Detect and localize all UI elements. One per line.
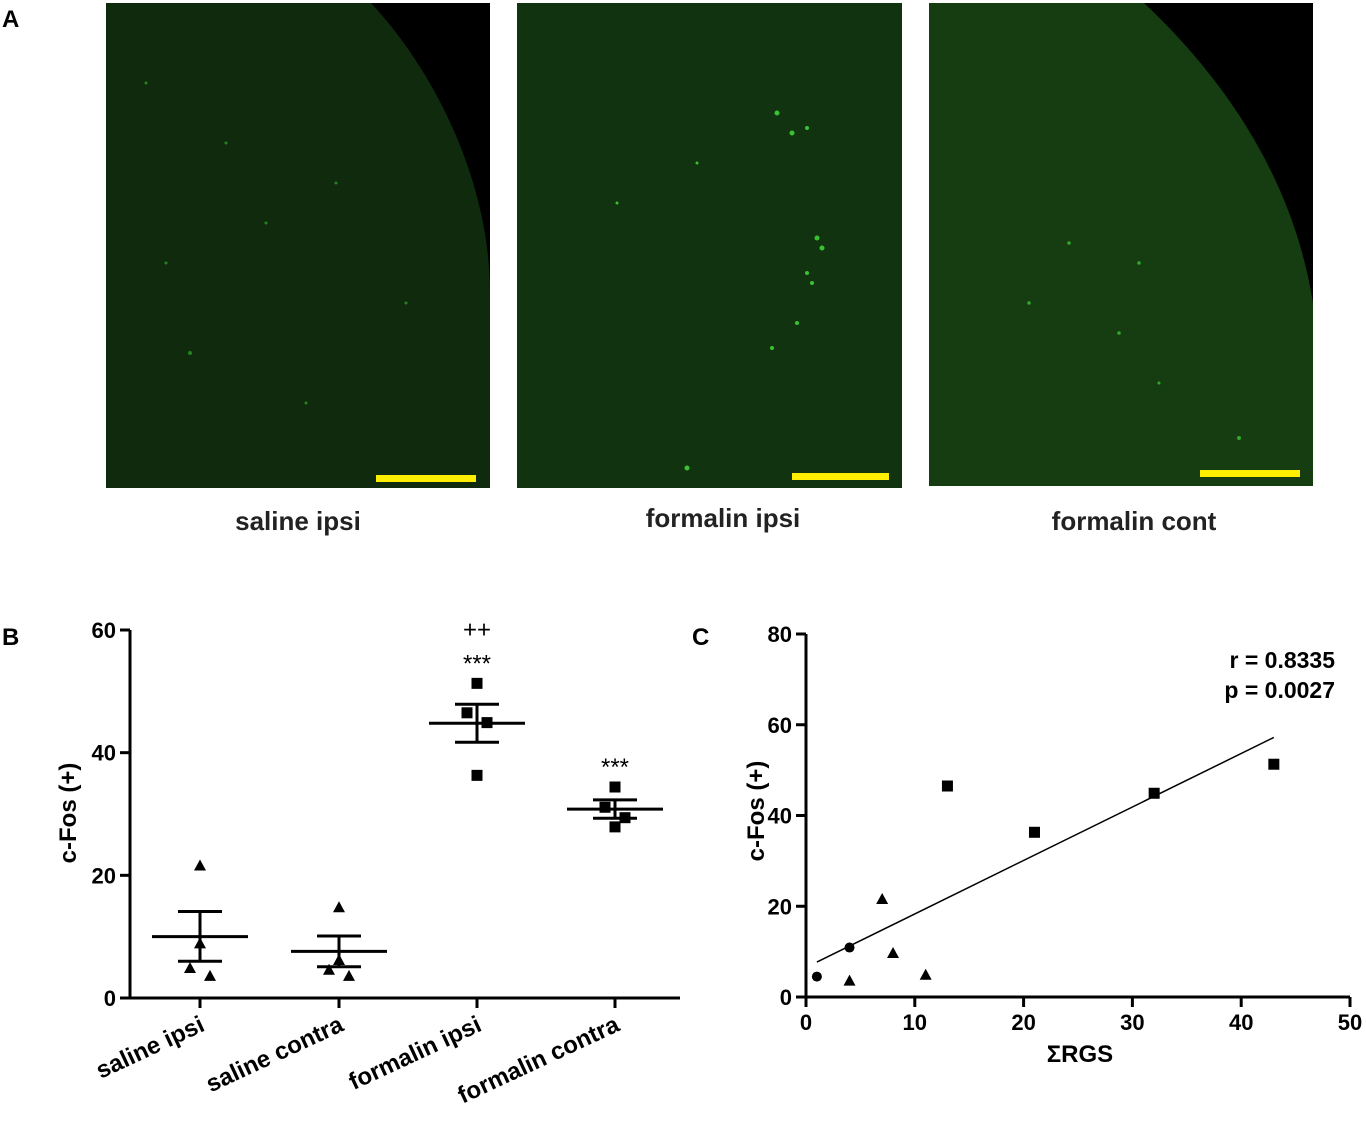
scale-bar xyxy=(376,475,476,482)
data-point xyxy=(1028,826,1040,838)
data-point xyxy=(887,946,900,958)
data-point xyxy=(461,707,473,719)
data-point xyxy=(194,937,206,949)
data-point xyxy=(471,769,483,781)
data-point xyxy=(941,780,953,792)
tissue-section xyxy=(929,3,1313,486)
chart-c-ylabel: c-Fos (+) xyxy=(743,761,770,862)
cell-dots xyxy=(615,110,825,471)
data-point xyxy=(876,892,889,904)
chart-c-plot-area: 0 20 40 60 80 0 10 20 30 40 50 xyxy=(768,622,1363,1035)
significance-label: ++ xyxy=(463,616,491,643)
data-point xyxy=(333,901,345,913)
data-point xyxy=(333,953,345,965)
scale-bar xyxy=(1200,470,1300,477)
data-point xyxy=(194,859,206,871)
chart-c-stat-p: p = 0.0027 xyxy=(1224,677,1335,703)
data-point xyxy=(843,974,856,986)
data-point xyxy=(204,969,216,981)
y-tick-label: 20 xyxy=(768,894,792,919)
micrograph-formalin-ipsi xyxy=(517,3,902,488)
data-point xyxy=(599,801,611,813)
y-tick-label: 0 xyxy=(104,986,116,1011)
scale-bar xyxy=(792,473,889,480)
micrograph-label-saline-ipsi: saline ipsi xyxy=(235,506,361,536)
x-tick-label: 0 xyxy=(800,1010,812,1035)
data-point xyxy=(323,963,335,975)
y-tick-label: 60 xyxy=(92,618,116,643)
data-point xyxy=(471,677,483,689)
tissue-section xyxy=(517,3,902,488)
panel-a-letter: A xyxy=(2,6,20,33)
x-tick-label: saline ipsi xyxy=(92,1011,209,1085)
cell-dots xyxy=(144,81,408,405)
x-tick-label: 50 xyxy=(1338,1010,1362,1035)
x-tick-label: 20 xyxy=(1011,1010,1035,1035)
x-tick-label: 10 xyxy=(903,1010,927,1035)
y-tick-label: 80 xyxy=(768,622,792,647)
panel-c-letter: C xyxy=(692,624,710,651)
data-point xyxy=(619,812,631,824)
y-tick-label: 40 xyxy=(768,804,792,829)
micrograph-image xyxy=(517,3,902,488)
panel-b-letter: B xyxy=(2,624,20,651)
data-point xyxy=(481,717,493,729)
data-point xyxy=(811,971,822,982)
cell-dots xyxy=(1027,241,1241,440)
micrograph-label-formalin-ipsi: formalin ipsi xyxy=(645,503,801,533)
chart-b-ylabel: c-Fos (+) xyxy=(55,763,82,864)
x-tick-label: 40 xyxy=(1229,1010,1253,1035)
micrograph-saline-ipsi xyxy=(106,3,490,488)
data-point xyxy=(184,961,196,973)
tissue-section xyxy=(106,3,490,488)
micrograph-image xyxy=(106,3,490,488)
data-point xyxy=(844,942,855,953)
chart-c-stat-r: r = 0.8335 xyxy=(1229,647,1335,673)
data-point xyxy=(1148,787,1160,799)
x-tick-label: 30 xyxy=(1120,1010,1144,1035)
y-tick-label: 20 xyxy=(92,863,116,888)
data-point xyxy=(919,968,932,980)
x-tick-label: saline contra xyxy=(202,1011,348,1098)
data-point xyxy=(343,969,355,981)
micrograph-label-formalin-cont: formalin cont xyxy=(1051,506,1217,536)
data-point xyxy=(609,781,621,793)
y-tick-label: 40 xyxy=(92,741,116,766)
significance-label: *** xyxy=(463,650,491,677)
fit-line xyxy=(816,736,1275,963)
chart-c-xlabel: ΣRGS xyxy=(1047,1041,1113,1068)
y-tick-label: 0 xyxy=(780,985,792,1010)
y-tick-label: 60 xyxy=(768,713,792,738)
micrograph-image xyxy=(929,3,1313,486)
significance-label: *** xyxy=(601,754,629,781)
data-point xyxy=(1268,758,1280,770)
micrograph-formalin-cont xyxy=(929,3,1313,486)
data-point xyxy=(609,821,621,833)
